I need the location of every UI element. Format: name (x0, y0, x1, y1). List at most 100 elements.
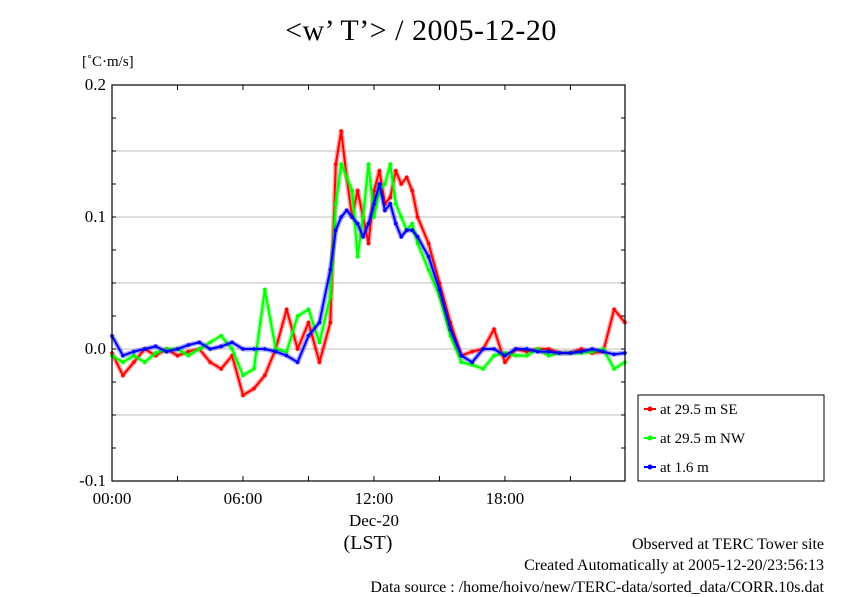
data-point (393, 202, 398, 206)
data-point (317, 360, 322, 365)
series-lines (109, 128, 627, 398)
data-point (295, 314, 300, 318)
data-point (306, 307, 311, 312)
data-point (546, 347, 551, 351)
data-point (252, 386, 256, 391)
data-point (328, 268, 333, 272)
data-point (437, 287, 442, 292)
data-point (546, 349, 551, 354)
data-point (132, 353, 136, 358)
data-point (132, 349, 136, 354)
data-point (355, 188, 360, 193)
data-point (448, 327, 453, 332)
data-point (448, 334, 453, 338)
data-point (121, 360, 125, 365)
data-point (208, 340, 213, 345)
data-point (284, 349, 289, 354)
data-point (503, 353, 507, 358)
data-point (263, 373, 267, 378)
data-point (241, 393, 245, 398)
data-point (393, 221, 398, 226)
data-point (393, 169, 398, 173)
data-point (388, 162, 393, 166)
data-point (306, 334, 311, 338)
data-point (470, 363, 474, 367)
data-point (514, 347, 518, 351)
data-point (333, 228, 338, 232)
data-point (339, 162, 344, 166)
data-point (503, 360, 507, 365)
data-point (121, 373, 125, 378)
data-point (470, 360, 474, 365)
data-point (142, 347, 147, 351)
data-point (415, 215, 420, 219)
data-point (535, 349, 540, 354)
legend-label: at 29.5 m NW (660, 431, 746, 447)
data-point (410, 228, 414, 232)
data-point (399, 235, 404, 239)
data-point (355, 254, 360, 259)
data-point (273, 349, 278, 354)
chart-title: <w’ T’> / 2005-12-20 (285, 14, 557, 47)
data-point (208, 360, 213, 365)
data-point (164, 349, 169, 354)
data-point (263, 287, 267, 292)
data-point (372, 188, 376, 193)
data-point (361, 215, 365, 219)
y-tick-label: 0.1 (85, 207, 106, 226)
data-point (377, 182, 382, 186)
data-point (333, 162, 338, 166)
gridlines (112, 84, 625, 482)
data-point (333, 202, 338, 206)
data-point (241, 373, 245, 378)
data-point (415, 241, 420, 246)
data-point (339, 129, 344, 133)
data-point (175, 353, 180, 358)
data-point (459, 360, 464, 365)
data-point (175, 347, 180, 351)
data-point (601, 349, 605, 354)
y-tick-label: 0.2 (85, 75, 106, 94)
data-point (328, 294, 333, 299)
x-axis-label: (LST) (343, 532, 393, 554)
data-point (241, 347, 245, 351)
data-point (208, 347, 213, 351)
data-point (612, 352, 616, 357)
legend-marker (647, 435, 653, 441)
data-point (284, 307, 289, 312)
data-point (230, 340, 234, 345)
legend: at 29.5 m SE at 29.5 m NW at 1.6 m (637, 394, 825, 482)
data-point (410, 188, 414, 193)
data-point (186, 349, 191, 354)
data-point (306, 320, 311, 325)
data-point (252, 367, 256, 371)
data-point (366, 162, 371, 166)
data-point (410, 221, 414, 226)
data-point (295, 347, 300, 351)
data-point (186, 343, 191, 347)
data-point (164, 347, 169, 351)
x-tick-label: 06:00 (224, 489, 263, 508)
data-point (535, 347, 540, 351)
data-point (481, 347, 485, 351)
data-point (503, 351, 507, 355)
series-halo (109, 181, 626, 365)
data-point (132, 360, 136, 365)
legend-label: at 29.5 m SE (660, 402, 738, 418)
data-point (186, 353, 191, 358)
data-point (459, 353, 464, 358)
data-point (366, 241, 371, 246)
data-point (388, 202, 393, 206)
data-point (252, 347, 256, 351)
data-point (426, 241, 431, 246)
data-point (404, 228, 409, 232)
data-point (377, 169, 382, 173)
legend-box (637, 394, 825, 482)
legend-marker (647, 464, 653, 470)
x-tick-label: 00:00 (93, 489, 132, 508)
data-point (579, 349, 584, 354)
data-point (366, 221, 371, 226)
data-point (470, 349, 474, 354)
data-point (344, 208, 349, 213)
